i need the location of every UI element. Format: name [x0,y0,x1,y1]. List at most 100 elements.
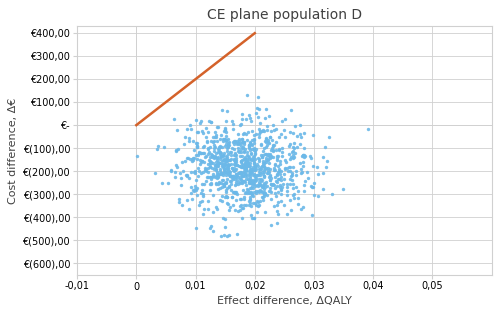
Point [269,149,277,154]
Point [241,161,249,166]
Point [241,167,249,172]
Point [251,150,259,155]
Point [230,189,238,194]
Point [230,157,237,162]
Point [268,154,276,160]
Point [222,159,230,164]
Point [210,156,218,161]
Point [300,152,308,157]
Point [190,170,198,175]
Point [266,177,274,182]
Point [226,162,234,167]
Point [179,169,187,174]
Point [240,168,248,173]
Point [214,171,222,176]
Point [272,140,280,145]
Point [306,183,314,188]
Point [249,173,257,178]
Point [207,174,215,179]
Point [264,152,272,157]
Point [215,179,223,184]
Point [207,224,215,229]
Point [200,212,207,217]
Point [196,199,204,204]
Point [198,199,206,204]
Point [240,150,248,155]
Point [290,155,298,160]
Point [242,156,250,161]
Point [264,138,272,143]
Point [270,127,278,132]
Point [258,185,266,190]
Point [272,172,280,177]
Point [238,139,246,144]
Point [207,181,215,186]
Point [198,159,206,164]
Point [216,234,224,239]
Point [208,181,216,186]
Point [234,140,242,145]
Point [236,149,244,154]
Point [260,190,268,195]
Point [283,189,291,194]
Point [238,205,246,210]
Point [260,162,268,167]
Point [319,186,327,191]
Point [298,134,306,139]
Point [264,166,272,171]
Point [278,154,286,159]
Point [264,189,272,194]
Point [250,145,258,150]
Point [213,155,221,160]
Point [208,165,216,171]
Point [294,134,302,139]
Point [242,171,250,176]
Point [247,141,255,146]
Point [205,119,213,124]
Point [226,173,234,178]
Point [204,129,212,134]
Point [260,174,268,179]
Point [214,139,222,144]
Point [255,182,263,187]
Point [196,120,204,125]
Point [238,171,246,176]
Point [211,129,219,134]
Point [212,163,220,168]
Point [226,140,234,145]
Point [259,184,267,189]
Point [216,198,224,203]
Point [250,133,258,138]
Point [260,160,268,165]
Point [190,183,198,188]
Point [256,128,264,133]
Point [234,149,241,154]
Point [204,146,212,151]
Point [212,162,220,167]
Point [236,208,244,213]
Point [259,182,267,187]
Point [280,158,288,163]
Point [212,124,220,129]
Point [254,199,262,204]
Point [192,225,200,230]
Point [248,212,256,217]
Point [222,138,230,143]
Point [263,127,271,133]
Point [258,169,266,174]
Point [264,114,272,119]
Point [259,194,267,199]
Point [272,148,280,153]
Point [304,176,312,181]
Point [210,149,218,154]
Point [246,142,254,147]
Point [246,158,254,163]
Point [199,130,207,135]
Point [241,146,249,151]
Point [255,190,263,195]
Point [192,145,200,150]
Point [168,169,175,174]
Point [197,151,205,156]
Point [236,171,244,176]
Point [243,191,251,196]
